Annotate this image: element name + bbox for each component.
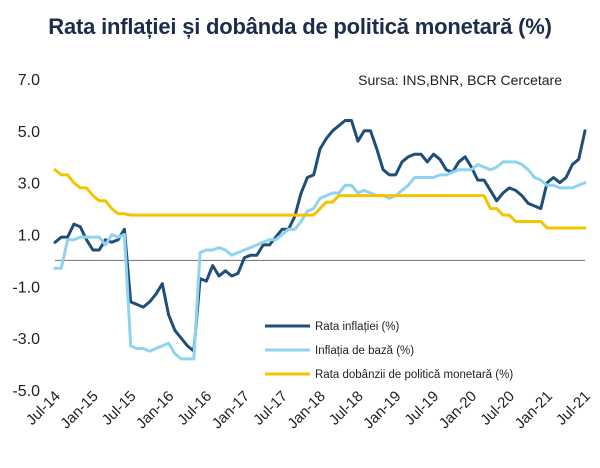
x-tick-label: Jul-15 bbox=[99, 388, 140, 429]
y-tick-label: 1.0 bbox=[18, 228, 40, 245]
x-tick-label: Jan-19 bbox=[360, 388, 404, 432]
x-tick-label: Jul-16 bbox=[174, 388, 215, 429]
x-tick-label: Jan-16 bbox=[133, 388, 177, 432]
x-tick-label: Jul-18 bbox=[326, 388, 367, 429]
series-line-2 bbox=[53, 160, 587, 361]
x-tick-label: Jul-21 bbox=[553, 388, 594, 429]
legend: Rata inflației (%) Inflația de bază (%) Ra… bbox=[265, 321, 513, 381]
legend-label: Rata dobânzii de politică monetară (%) bbox=[315, 369, 513, 381]
y-tick-label: -3.0 bbox=[12, 331, 40, 348]
x-tick-label: Jan-15 bbox=[57, 388, 101, 432]
y-tick-label: -5.0 bbox=[12, 383, 40, 400]
x-tick-label: Jul-20 bbox=[477, 388, 518, 429]
y-tick-label: 5.0 bbox=[18, 124, 40, 141]
series-line-3 bbox=[53, 168, 587, 230]
chart-title: Rata inflației și dobânda de politică mo… bbox=[48, 14, 552, 39]
x-tick-label: Jan-17 bbox=[209, 388, 253, 432]
series-line-1 bbox=[53, 119, 587, 353]
x-tick-label: Jan-21 bbox=[512, 388, 556, 432]
y-tick-label: 3.0 bbox=[18, 176, 40, 193]
x-tick-label: Jul-17 bbox=[250, 388, 291, 429]
legend-label: Inflația de bază (%) bbox=[315, 345, 414, 357]
y-tick-label: -1.0 bbox=[12, 279, 40, 296]
y-axis-ticks: 7.0 5.0 3.0 1.0 -1.0 -3.0 -5.0 bbox=[12, 72, 40, 400]
x-tick-label: Jul-19 bbox=[401, 388, 442, 429]
series-lines bbox=[53, 119, 587, 361]
source-note: Sursa: INS,BNR, BCR Cercetare bbox=[358, 72, 562, 88]
x-axis-ticks: Jul-14Jan-15Jul-15Jan-16Jul-16Jan-17Jul-… bbox=[23, 388, 594, 432]
y-tick-label: 7.0 bbox=[18, 72, 40, 89]
x-tick-label: Jan-18 bbox=[284, 388, 328, 432]
legend-label: Rata inflației (%) bbox=[315, 321, 400, 333]
x-tick-label: Jan-20 bbox=[436, 388, 480, 432]
